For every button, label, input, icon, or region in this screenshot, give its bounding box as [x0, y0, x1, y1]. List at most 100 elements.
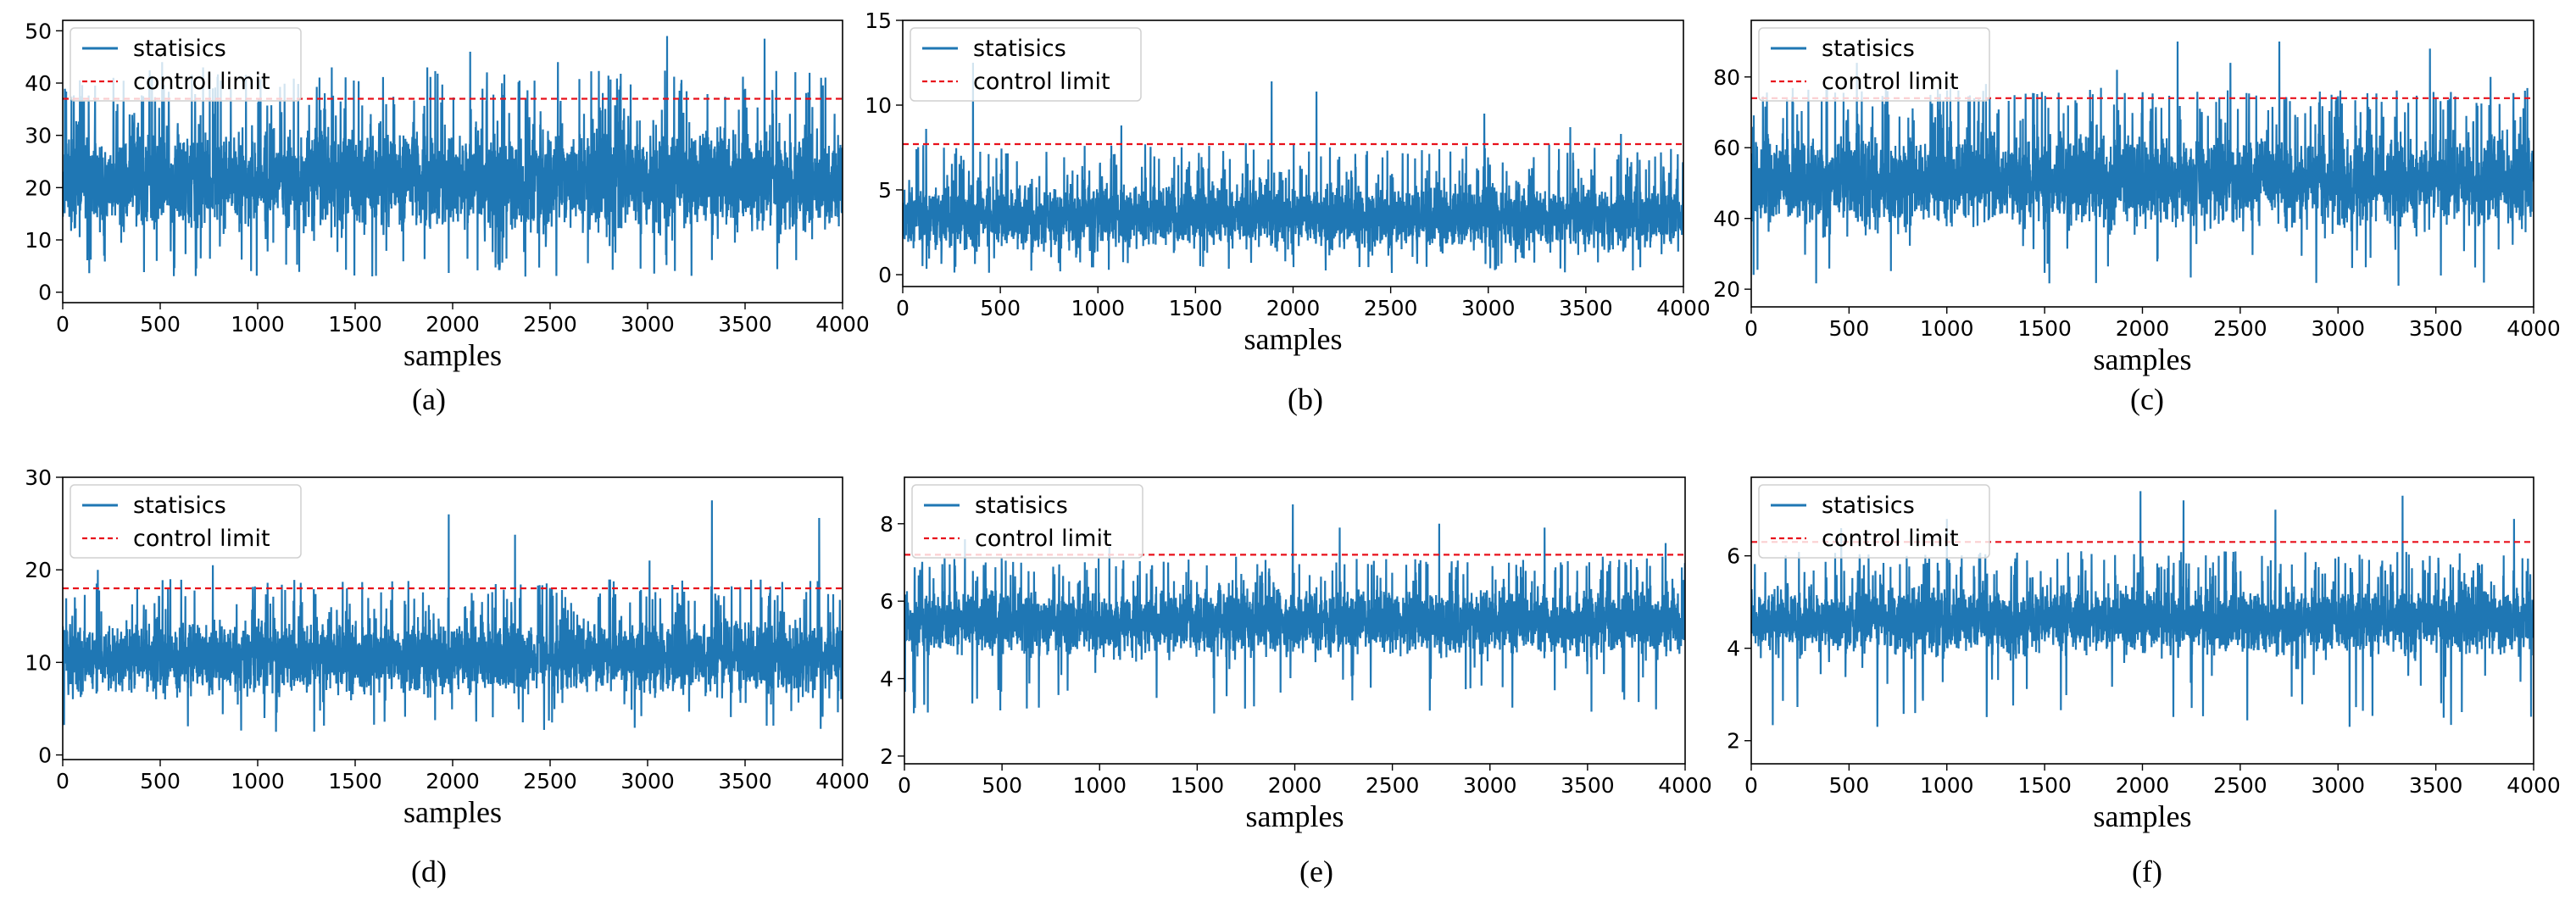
x-axis-title: samples — [2094, 799, 2192, 833]
x-tick-label: 1000 — [1072, 773, 1127, 798]
y-tick-label: 4 — [880, 667, 893, 692]
x-tick-label: 1000 — [1920, 773, 1974, 798]
chart-panel-b: 0 500 1000 1500 2000 2500 3000 3500 4000 0 5 10 15 st… — [865, 8, 1711, 416]
x-axis-title: samples — [403, 338, 502, 372]
x-tick-label: 4000 — [815, 312, 870, 337]
legend-series-label: statisics — [975, 493, 1068, 519]
chart-panel-f: 0 500 1000 1500 2000 2500 3000 3500 4000 2 4 6 stati… — [1727, 476, 2561, 888]
x-tick-label: 2000 — [426, 312, 480, 337]
legend-series-label: statisics — [973, 36, 1066, 62]
x-tick-label: 0 — [1744, 773, 1758, 798]
x-tick-label: 3000 — [1461, 296, 1516, 320]
x-tick-label: 4000 — [1656, 296, 1711, 320]
x-tick-label: 4000 — [2506, 316, 2561, 341]
y-tick-label: 15 — [865, 8, 892, 33]
legend-box — [911, 484, 1143, 559]
x-tick-label: 2500 — [523, 312, 577, 337]
y-tick-label: 50 — [25, 19, 52, 43]
x-tick-label: 3000 — [2311, 773, 2365, 798]
x-tick-label: 3000 — [2311, 316, 2365, 341]
y-tick-label: 20 — [1713, 277, 1740, 302]
panel-caption: (d) — [411, 855, 447, 888]
legend-limit-label: control limit — [133, 69, 270, 95]
statistics-series-line — [63, 500, 843, 732]
x-tick-label: 500 — [1829, 316, 1870, 341]
x-axis-title: samples — [1244, 322, 1343, 356]
y-tick-label: 30 — [25, 124, 52, 148]
x-axis-title: samples — [403, 795, 502, 829]
legend-series-label: statisics — [133, 36, 226, 62]
legend-box — [70, 27, 302, 102]
x-tick-label: 0 — [56, 769, 70, 793]
x-tick-label: 2500 — [523, 769, 577, 793]
x-tick-label: 2500 — [1364, 296, 1418, 320]
x-tick-label: 4000 — [815, 769, 870, 793]
y-tick-label: 4 — [1727, 637, 1740, 661]
x-tick-label: 500 — [1829, 773, 1870, 798]
x-tick-label: 2000 — [426, 769, 480, 793]
x-tick-label: 2000 — [2116, 316, 2170, 341]
panel-caption: (a) — [412, 382, 446, 416]
legend: statisics control limit — [1758, 484, 1990, 559]
x-tick-label: 1500 — [328, 312, 382, 337]
y-tick-label: 2 — [880, 744, 893, 769]
y-tick-label: 10 — [25, 228, 52, 253]
x-tick-label: 2500 — [1366, 773, 1420, 798]
x-tick-label: 500 — [982, 773, 1022, 798]
panel-caption: (f) — [2132, 855, 2162, 888]
statistics-series-line — [904, 504, 1685, 714]
legend-limit-label: control limit — [1822, 69, 1959, 95]
x-tick-label: 0 — [896, 296, 910, 320]
x-tick-label: 3000 — [620, 312, 675, 337]
panel-caption: (e) — [1299, 855, 1333, 888]
y-tick-label: 6 — [880, 589, 893, 614]
x-tick-label: 3500 — [2409, 773, 2463, 798]
x-tick-label: 0 — [898, 773, 911, 798]
x-tick-label: 2000 — [1266, 296, 1321, 320]
y-tick-label: 30 — [25, 465, 52, 490]
panel-caption: (c) — [2130, 382, 2164, 416]
x-tick-label: 4000 — [1658, 773, 1712, 798]
y-tick-label: 6 — [1727, 544, 1740, 569]
legend-box — [1758, 484, 1990, 559]
y-tick-label: 80 — [1713, 65, 1740, 90]
y-tick-label: 0 — [878, 263, 892, 287]
legend-series-label: statisics — [133, 493, 226, 519]
x-tick-label: 1000 — [1920, 316, 1974, 341]
y-tick-label: 20 — [25, 175, 52, 200]
legend: statisics control limit — [70, 27, 302, 102]
x-tick-label: 3500 — [2409, 316, 2463, 341]
x-tick-label: 3500 — [718, 769, 772, 793]
y-tick-label: 5 — [878, 178, 892, 203]
x-tick-label: 500 — [140, 312, 181, 337]
x-tick-label: 3500 — [1559, 296, 1613, 320]
legend-box — [70, 484, 302, 559]
x-tick-label: 3000 — [1463, 773, 1517, 798]
legend-limit-label: control limit — [973, 69, 1110, 95]
legend-series-label: statisics — [1822, 36, 1915, 62]
y-tick-label: 20 — [25, 558, 52, 582]
legend-box — [910, 27, 1142, 102]
x-tick-label: 1000 — [231, 312, 285, 337]
legend-limit-label: control limit — [1822, 526, 1959, 552]
y-tick-label: 10 — [865, 93, 892, 118]
y-tick-label: 60 — [1713, 136, 1740, 160]
legend-box — [1758, 27, 1990, 102]
legend: statisics control limit — [1758, 27, 1990, 102]
y-tick-label: 40 — [25, 71, 52, 96]
legend: statisics control limit — [911, 484, 1143, 559]
legend-limit-label: control limit — [133, 526, 270, 552]
y-tick-label: 10 — [25, 650, 52, 675]
x-axis-title: samples — [2094, 342, 2192, 376]
legend: statisics control limit — [910, 27, 1142, 102]
x-tick-label: 2500 — [2213, 316, 2267, 341]
x-tick-label: 3500 — [1561, 773, 1615, 798]
panel-caption: (b) — [1288, 382, 1323, 416]
x-tick-label: 4000 — [2506, 773, 2561, 798]
x-tick-label: 500 — [980, 296, 1021, 320]
statistics-series-line — [1751, 491, 2534, 727]
chart-panel-a: 0 500 1000 1500 2000 2500 3000 3500 4000 0 10 20 30 4… — [25, 19, 870, 416]
y-tick-label: 0 — [38, 281, 52, 305]
x-tick-label: 500 — [140, 769, 181, 793]
legend-series-label: statisics — [1822, 493, 1915, 519]
